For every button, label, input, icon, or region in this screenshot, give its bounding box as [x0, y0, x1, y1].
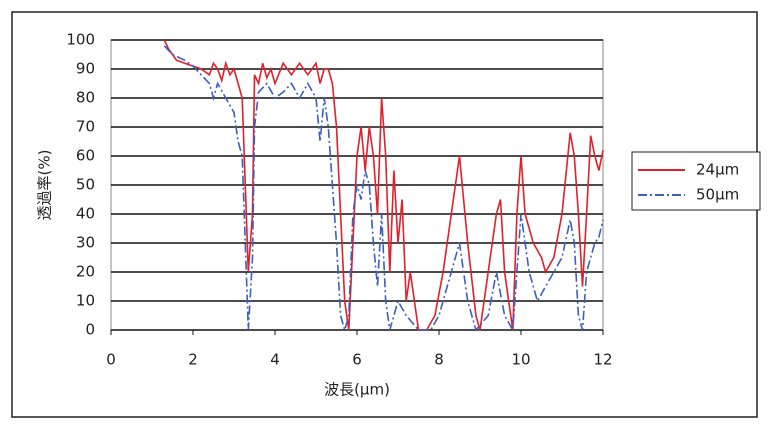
- x-tick-label: 8: [434, 351, 444, 369]
- y-axis-label: 透過率(%): [36, 150, 54, 221]
- legend: [631, 151, 761, 211]
- series-line: [163, 39, 604, 331]
- y-tick-label: 70: [76, 118, 95, 136]
- x-tick-label: 0: [106, 351, 116, 369]
- y-tick-label: 90: [76, 60, 95, 78]
- y-tick-label: 80: [76, 89, 95, 107]
- x-axis-label: 波長(μm): [324, 381, 390, 399]
- series-line: [163, 45, 604, 333]
- y-tick-label: 20: [76, 263, 95, 281]
- y-tick-label: 0: [85, 321, 95, 339]
- x-tick-label: 4: [270, 351, 280, 369]
- y-tick-label: 30: [76, 234, 95, 252]
- x-tick-label: 10: [511, 351, 530, 369]
- x-tick-label: 6: [352, 351, 362, 369]
- legend-label: 50μm: [696, 186, 739, 204]
- x-tick-label: 12: [593, 351, 612, 369]
- y-tick-label: 60: [76, 147, 95, 165]
- y-tick-label: 100: [66, 31, 95, 49]
- x-tick-label: 2: [188, 351, 198, 369]
- legend-label: 24μm: [696, 161, 739, 179]
- y-tick-label: 50: [76, 176, 95, 194]
- y-tick-label: 10: [76, 292, 95, 310]
- y-tick-label: 40: [76, 205, 95, 223]
